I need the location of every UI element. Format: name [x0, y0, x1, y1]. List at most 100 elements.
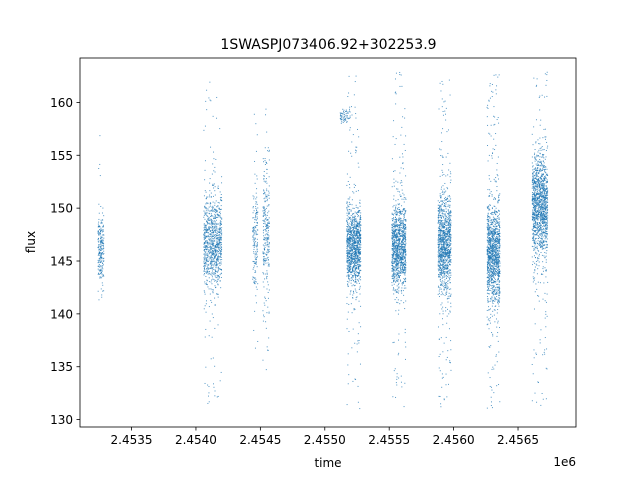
data-point	[443, 205, 445, 206]
data-point	[396, 265, 398, 267]
data-point	[348, 256, 350, 258]
data-point	[448, 328, 450, 330]
data-point	[394, 276, 396, 278]
data-point	[400, 246, 402, 248]
data-point	[359, 232, 361, 234]
data-point	[391, 239, 393, 241]
data-point	[450, 243, 452, 245]
data-point	[391, 226, 393, 228]
data-point	[443, 398, 445, 400]
data-point	[346, 209, 348, 211]
data-point	[265, 230, 267, 232]
data-point	[395, 210, 397, 212]
data-point	[392, 255, 394, 257]
data-point	[444, 238, 446, 240]
data-point	[401, 240, 403, 242]
data-point	[204, 293, 206, 295]
data-point	[99, 259, 101, 261]
data-point	[103, 243, 105, 245]
data-point	[267, 262, 269, 264]
data-point	[220, 198, 222, 200]
data-point	[220, 277, 222, 279]
data-point	[401, 386, 403, 388]
data-point	[437, 217, 439, 219]
data-point	[100, 266, 102, 268]
data-point	[448, 217, 450, 219]
data-point	[392, 233, 393, 235]
data-point	[211, 209, 213, 211]
data-point	[401, 181, 403, 183]
data-point	[209, 251, 211, 253]
data-point	[255, 231, 257, 233]
data-point	[216, 216, 218, 218]
data-point	[211, 273, 213, 275]
data-point	[445, 218, 447, 220]
data-point	[447, 268, 449, 270]
data-point	[396, 253, 398, 255]
data-point	[214, 204, 216, 206]
data-point	[392, 251, 394, 253]
data-point	[444, 252, 446, 254]
data-point	[438, 274, 440, 276]
data-point	[99, 237, 101, 239]
data-point	[439, 256, 441, 258]
data-point	[404, 285, 406, 287]
data-point	[220, 273, 222, 275]
data-point	[351, 238, 353, 240]
data-point	[443, 258, 445, 260]
data-point	[401, 268, 403, 270]
data-point	[354, 231, 356, 233]
data-point	[255, 213, 257, 215]
data-point	[393, 240, 395, 242]
data-point	[437, 265, 439, 267]
data-point	[397, 272, 399, 274]
data-point	[442, 230, 444, 232]
data-point	[340, 116, 342, 118]
data-point	[391, 242, 393, 244]
data-point	[440, 219, 442, 221]
data-point	[441, 222, 443, 224]
data-point	[441, 220, 443, 222]
data-point	[207, 255, 209, 257]
data-point	[213, 184, 215, 186]
data-point	[267, 227, 269, 229]
data-point	[254, 226, 256, 228]
data-point	[351, 258, 353, 260]
data-point	[393, 279, 395, 281]
data-point	[395, 91, 397, 93]
data-point	[204, 241, 206, 243]
data-point	[264, 200, 266, 202]
data-point	[438, 227, 440, 229]
data-point	[220, 199, 222, 201]
data-point	[100, 247, 102, 249]
data-point	[348, 211, 350, 213]
data-point	[252, 227, 254, 229]
data-point	[219, 252, 221, 254]
data-point	[439, 263, 441, 265]
data-point	[441, 260, 443, 262]
data-point	[211, 243, 213, 245]
data-point	[101, 231, 103, 233]
data-point	[438, 253, 440, 255]
data-point	[394, 216, 396, 218]
data-point	[447, 129, 449, 131]
data-point	[401, 242, 403, 244]
data-point	[216, 233, 218, 235]
data-point	[391, 260, 393, 262]
data-point	[209, 252, 211, 254]
data-point	[255, 253, 257, 255]
data-point	[266, 273, 268, 275]
data-point	[441, 169, 443, 171]
data-point	[211, 229, 213, 231]
data-point	[265, 239, 267, 241]
data-point	[450, 349, 452, 351]
data-point	[392, 270, 394, 272]
data-point	[393, 275, 395, 277]
data-point	[403, 234, 405, 236]
data-point	[449, 94, 451, 96]
data-point	[203, 270, 205, 272]
data-point	[440, 251, 442, 253]
data-point	[254, 310, 256, 312]
data-point	[359, 258, 361, 260]
data-point	[204, 281, 206, 283]
